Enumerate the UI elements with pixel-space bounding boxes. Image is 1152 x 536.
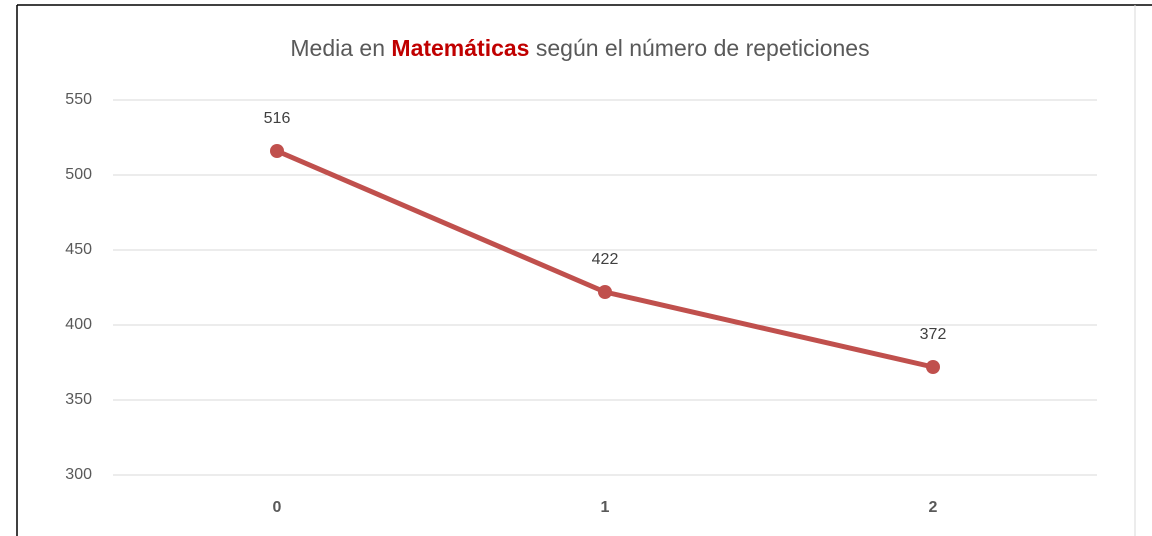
marker	[598, 285, 612, 299]
x-tick-label: 0	[273, 499, 282, 516]
title-part: según el número de repeticiones	[536, 35, 870, 61]
y-tick-label: 350	[65, 391, 92, 408]
y-tick-label: 300	[65, 466, 92, 483]
chart-title: Media en Matemáticas según el número de …	[290, 35, 869, 61]
marker	[926, 360, 940, 374]
marker	[270, 144, 284, 158]
data-label: 372	[920, 326, 947, 343]
data-label: 422	[592, 251, 619, 268]
x-tick-label: 2	[929, 499, 938, 516]
y-tick-label: 400	[65, 316, 92, 333]
title-highlight: Matemáticas	[391, 35, 529, 61]
y-tick-label: 500	[65, 166, 92, 183]
data-label: 516	[264, 110, 291, 127]
x-tick-label: 1	[601, 499, 610, 516]
y-tick-label: 550	[65, 91, 92, 108]
y-tick-label: 450	[65, 241, 92, 258]
title-part: Media en	[290, 35, 385, 61]
